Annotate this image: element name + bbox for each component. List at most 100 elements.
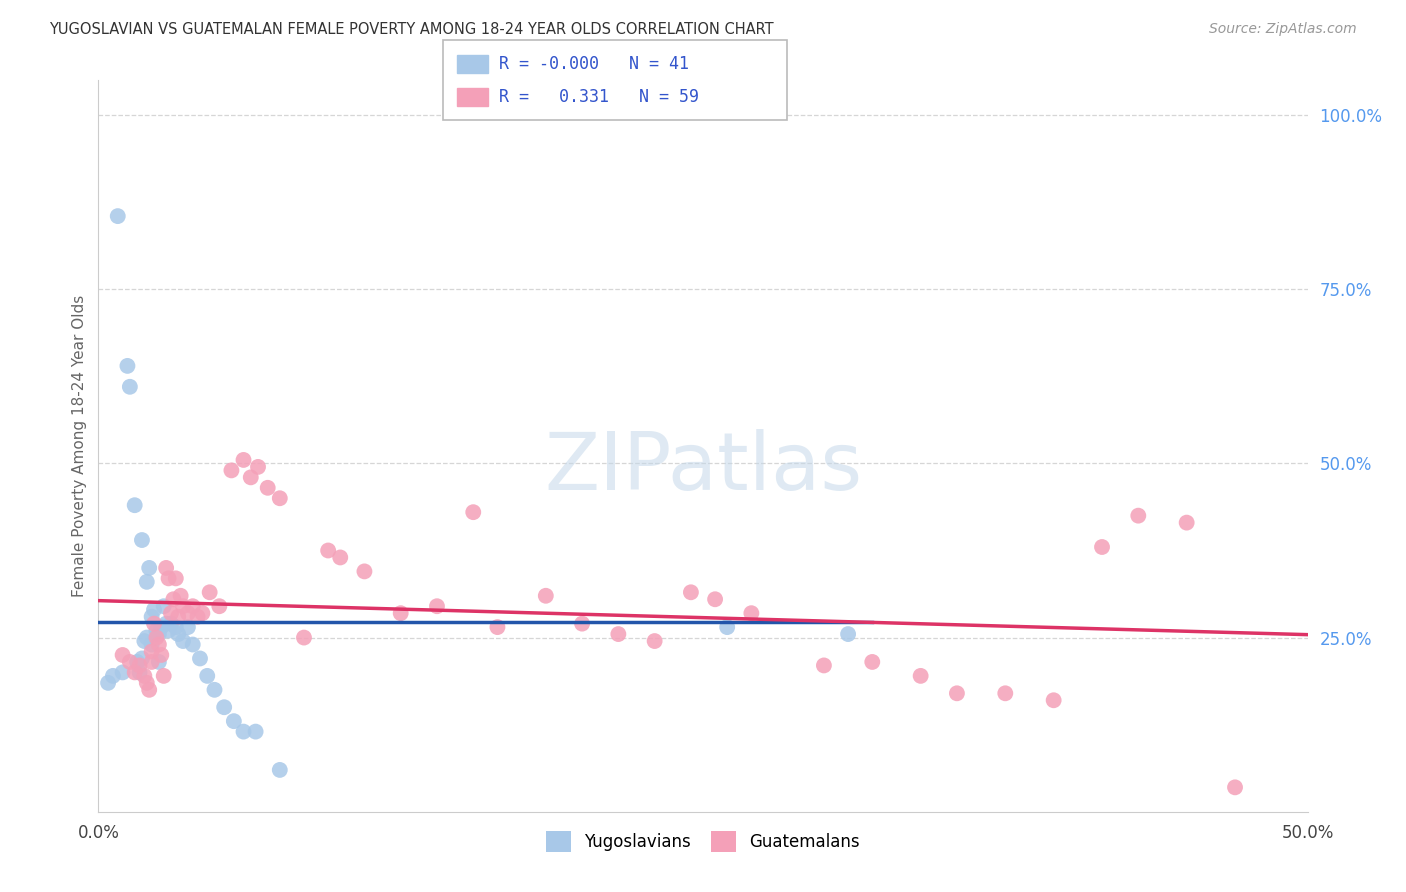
Point [1223,780,1246,795]
Point [148,627,170,641]
Point [150,648,173,662]
Point [118,655,141,669]
Point [143,603,166,617]
Point [135,574,157,589]
Point [910,669,932,683]
Point [101,669,124,683]
Point [177,620,200,634]
Point [155,616,177,631]
Point [316,543,339,558]
Point [150,620,173,634]
Point [124,665,146,680]
Point [353,565,375,579]
Text: R =   0.331   N = 59: R = 0.331 N = 59 [499,88,699,106]
Point [813,658,835,673]
Point [131,533,153,547]
Text: YUGOSLAVIAN VS GUATEMALAN FEMALE POVERTY AMONG 18-24 YEAR OLDS CORRELATION CHART: YUGOSLAVIAN VS GUATEMALAN FEMALE POVERTY… [49,22,773,37]
Point [111,648,134,662]
Point [195,669,218,683]
Point [269,491,291,506]
Point [167,627,190,641]
Point [837,627,859,641]
Point [188,651,211,665]
Point [138,561,160,575]
Point [124,498,146,512]
Point [134,669,156,683]
Point [169,589,191,603]
Point [232,453,254,467]
Point [131,651,153,665]
Point [269,763,291,777]
Point [187,609,209,624]
Point [152,669,174,683]
Point [704,592,727,607]
Point [157,624,180,638]
Point [138,682,160,697]
Point [160,616,183,631]
Point [191,606,214,620]
Point [97,676,120,690]
Point [141,655,163,669]
Point [1128,508,1150,523]
Point [155,561,177,575]
Point [212,700,235,714]
Point [128,658,150,673]
Point [247,459,270,474]
Point [118,380,141,394]
Point [134,634,156,648]
Point [232,724,254,739]
Point [141,609,163,624]
Point [135,676,157,690]
Point [329,550,352,565]
Point [1042,693,1064,707]
Point [1091,540,1114,554]
Point [145,624,167,638]
Legend: Yugoslavians, Guatemalans: Yugoslavians, Guatemalans [540,824,866,858]
Point [204,682,226,697]
Point [644,634,666,648]
Point [221,463,243,477]
Point [152,599,174,614]
Text: R = -0.000   N = 41: R = -0.000 N = 41 [499,55,689,73]
Text: ZIPatlas: ZIPatlas [544,429,862,507]
Point [135,631,157,645]
Y-axis label: Female Poverty Among 18-24 Year Olds: Female Poverty Among 18-24 Year Olds [72,295,87,597]
Point [111,665,134,680]
Point [1175,516,1198,530]
Point [946,686,969,700]
Point [157,571,180,585]
Point [148,638,170,652]
Point [107,209,129,223]
Point [165,620,187,634]
Point [571,616,593,631]
Point [679,585,702,599]
Point [127,655,149,669]
Point [143,616,166,631]
Point [165,571,187,585]
Point [148,655,170,669]
Point [160,606,183,620]
Point [172,634,194,648]
Point [740,606,762,620]
Point [607,627,630,641]
Point [239,470,262,484]
Point [534,589,557,603]
Point [145,631,167,645]
Point [167,609,190,624]
Point [181,638,204,652]
Point [256,481,278,495]
Point [222,714,245,728]
Point [994,686,1017,700]
Point [426,599,449,614]
Point [208,599,231,614]
Point [181,599,204,614]
Point [389,606,412,620]
Point [128,665,150,680]
Point [245,724,267,739]
Point [117,359,139,373]
Point [172,599,194,614]
Point [716,620,738,634]
Point [177,606,200,620]
Point [198,585,221,599]
Point [162,592,184,607]
